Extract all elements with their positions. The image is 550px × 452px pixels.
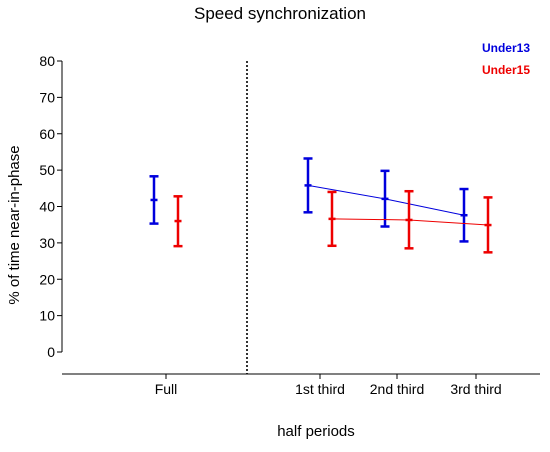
y-tick-label: 10 — [39, 308, 55, 324]
legend-group: Under13 Under15 — [482, 41, 530, 77]
y-tick-label: 40 — [39, 199, 55, 215]
y-tick-label: 0 — [47, 344, 55, 360]
y-ticks-group: 0 10 20 30 40 50 60 70 80 — [39, 53, 62, 360]
data-marks-group — [149, 157, 493, 254]
x-tick-label: 2nd third — [370, 381, 424, 397]
y-tick-label: 30 — [39, 235, 55, 251]
chart-title: Speed synchronization — [194, 4, 366, 23]
axes-group — [61, 61, 540, 375]
x-ticks-group: Full 1st third 2nd third 3rd third — [155, 374, 502, 397]
x-axis-label: half periods — [277, 423, 355, 440]
x-tick-label: Full — [155, 381, 178, 397]
y-tick-label: 70 — [39, 89, 55, 105]
x-tick-label: 1st third — [295, 381, 345, 397]
y-axis-label: % of time near-in-phase — [6, 145, 23, 304]
y-tick-label: 50 — [39, 162, 55, 178]
legend-label-under13: Under13 — [482, 41, 530, 55]
y-tick-label: 60 — [39, 126, 55, 142]
legend-label-under15: Under15 — [482, 63, 530, 77]
y-tick-label: 80 — [39, 53, 55, 69]
x-tick-label: 3rd third — [450, 381, 501, 397]
y-tick-label: 20 — [39, 271, 55, 287]
